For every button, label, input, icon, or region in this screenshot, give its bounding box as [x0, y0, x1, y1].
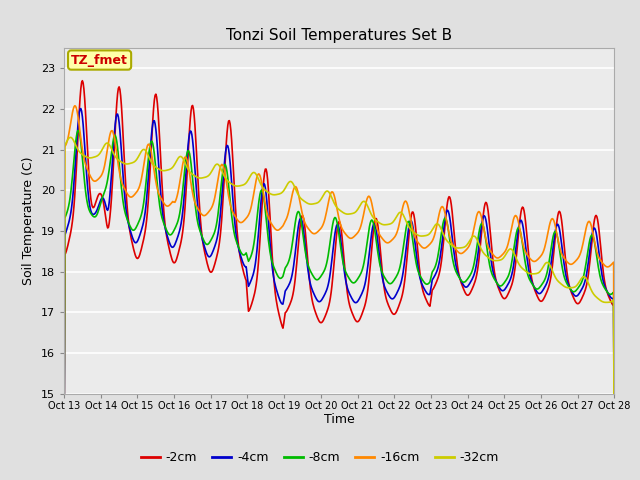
X-axis label: Time: Time — [324, 413, 355, 426]
Title: Tonzi Soil Temperatures Set B: Tonzi Soil Temperatures Set B — [226, 28, 452, 43]
Y-axis label: Soil Temperature (C): Soil Temperature (C) — [22, 156, 35, 285]
Legend: -2cm, -4cm, -8cm, -16cm, -32cm: -2cm, -4cm, -8cm, -16cm, -32cm — [136, 446, 504, 469]
Text: TZ_fmet: TZ_fmet — [71, 54, 128, 67]
